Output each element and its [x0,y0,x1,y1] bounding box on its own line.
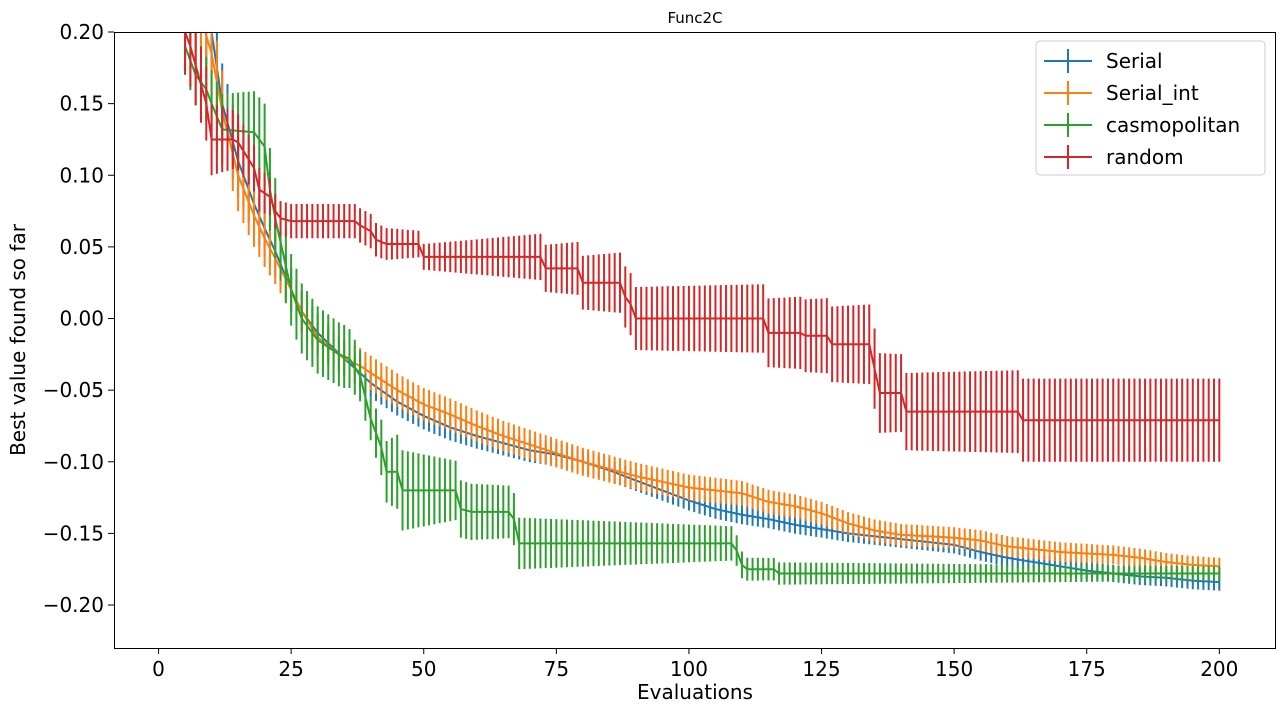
series-layer [184,32,1221,591]
legend-item: Serial [1044,49,1163,73]
legend: Serial Serial_int casmopolitan random [1035,40,1266,176]
x-axis-label: Evaluations [637,680,753,704]
x-tick-label: 25 [278,657,303,681]
y-tick-label: 0.00 [59,307,104,331]
legend-item: Serial_int [1044,81,1199,105]
legend-box [1035,40,1266,176]
chart-title: Func2C [667,9,722,27]
x-tick-label: 125 [802,657,840,681]
y-tick-label: 0.10 [59,163,104,187]
y-tick-label: −0.20 [43,593,104,617]
series-line [204,32,1220,568]
y-tick-label: −0.10 [43,450,104,474]
legend-label: Serial_int [1106,81,1199,105]
x-tick-label: 175 [1068,657,1106,681]
series-line [184,32,1220,422]
x-tick-label: 200 [1200,657,1238,681]
legend-label: Serial [1106,49,1163,73]
y-tick-label: −0.15 [43,521,104,545]
y-tick-label: 0.15 [59,92,104,116]
x-tick-label: 100 [670,657,708,681]
y-tick-label: 0.05 [59,235,104,259]
x-tick-label: 50 [411,657,436,681]
legend-label: random [1106,145,1184,169]
legend-label: casmopolitan [1106,113,1240,137]
x-axis: 0 25 50 75 100 125 150 175 200 [152,648,1238,681]
axes-frame [114,32,1276,649]
legend-item: random [1044,145,1184,169]
y-tick-label: −0.05 [43,378,104,402]
series-random [184,32,1221,462]
series-line [184,45,1220,575]
y-axis: −0.20 −0.15 −0.10 −0.05 0.00 0.05 0.10 0.15 0.20 [43,20,114,617]
y-tick-label: 0.20 [59,20,104,44]
x-tick-label: 150 [935,657,973,681]
y-axis-label: Best value found so far [6,223,30,456]
x-tick-label: 0 [152,657,165,681]
plot-area [114,32,1276,649]
legend-item: casmopolitan [1044,113,1240,137]
x-tick-label: 75 [544,657,569,681]
